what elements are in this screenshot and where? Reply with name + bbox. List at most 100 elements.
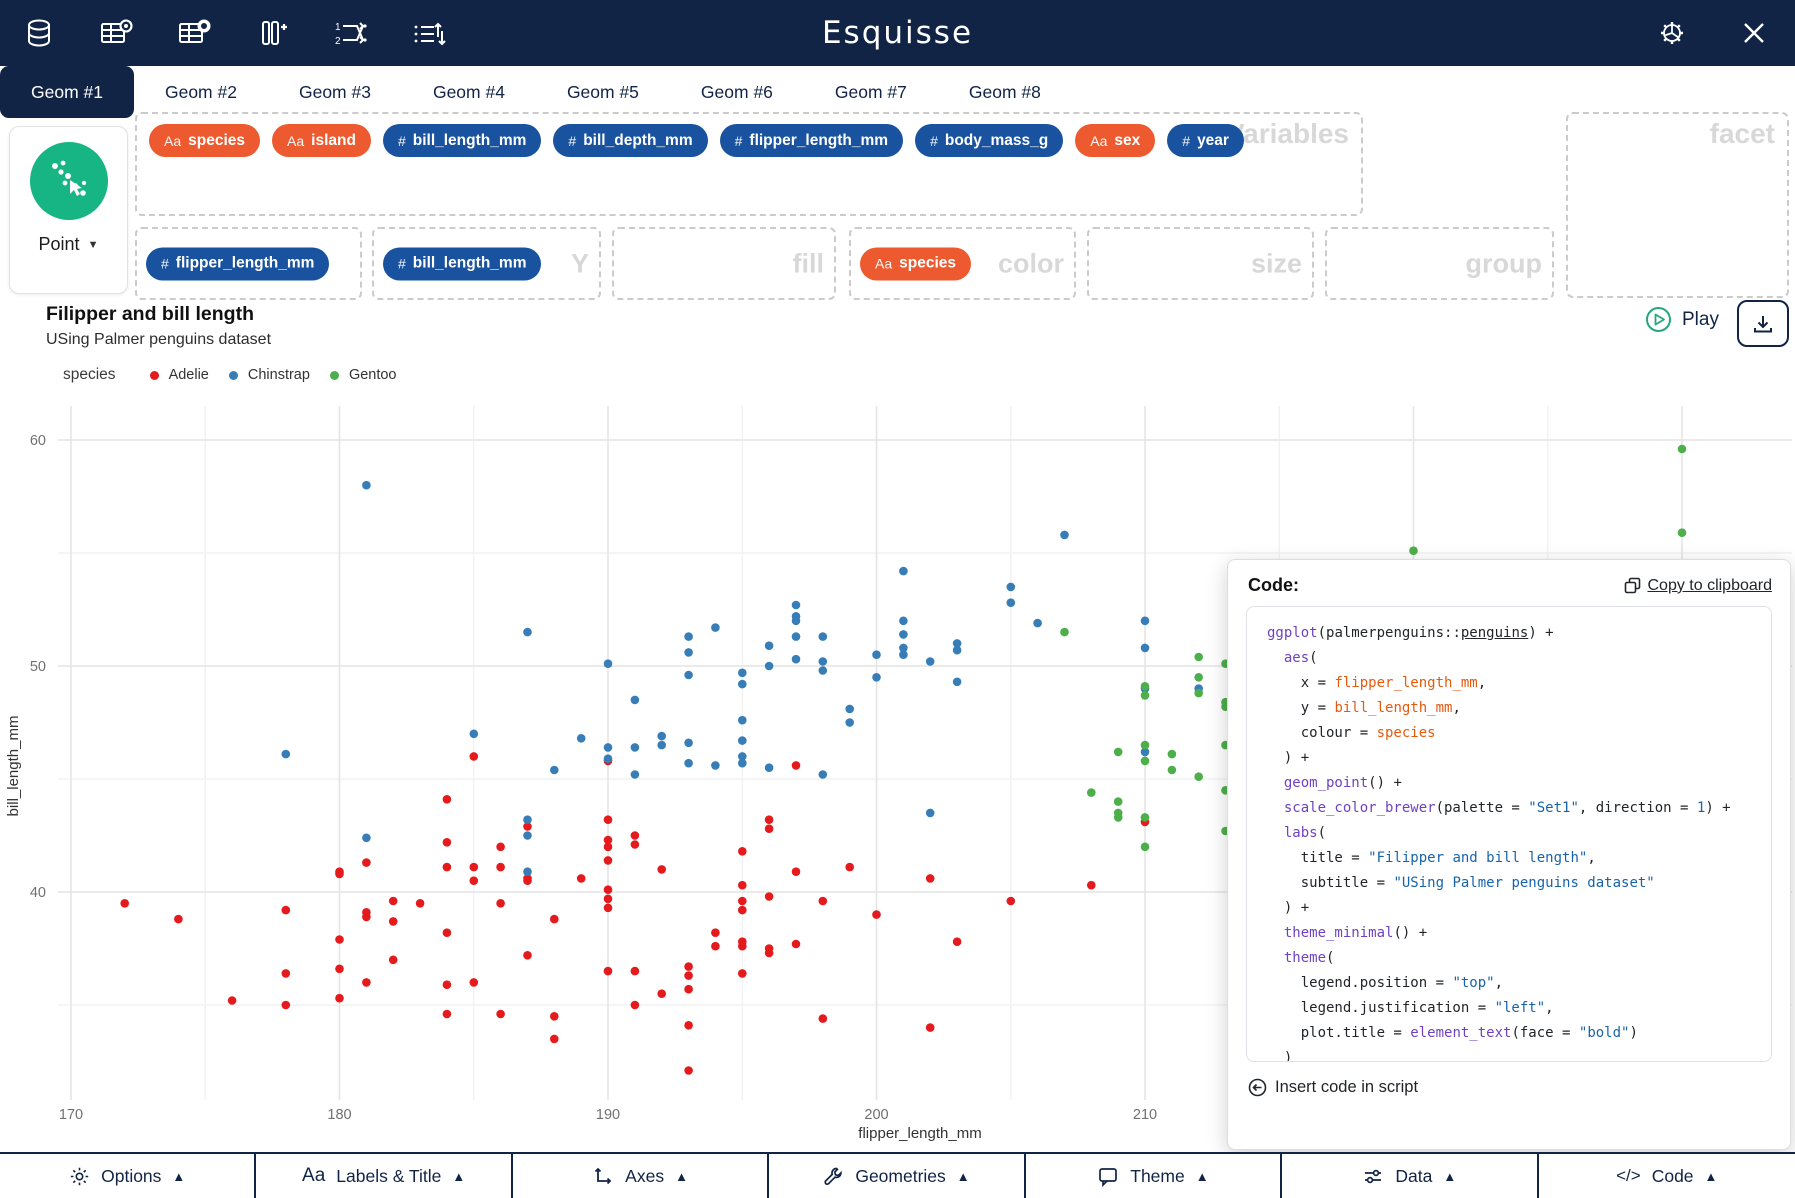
aes-drop-zone-xvar[interactable]: # flipper_length_mm — [135, 227, 362, 300]
bottom-bar-label: Data — [1395, 1165, 1433, 1186]
play-label: Play — [1682, 308, 1719, 330]
variable-pill-species[interactable]: Aa species — [149, 124, 261, 157]
pill-label: sex — [1114, 131, 1141, 149]
svg-text:190: 190 — [596, 1107, 620, 1123]
svg-text:2: 2 — [335, 36, 341, 47]
tab-geom-8[interactable]: Geom #8 — [968, 81, 1041, 102]
tab-geom-4[interactable]: Geom #4 — [432, 81, 505, 102]
tab-geom-6[interactable]: Geom #6 — [700, 81, 773, 102]
variable-pill-bill_depth_mm[interactable]: # bill_depth_mm — [553, 124, 708, 157]
aes-drop-zone-fill[interactable]: fill — [612, 227, 836, 300]
bottom-controls-bar: Options ▲ Aa Labels & Title ▲ Axes ▲ Geometries… — [0, 1152, 1795, 1198]
bottom-bar-axes-button[interactable]: Axes ▲ — [513, 1154, 770, 1198]
plot-subtitle: USing Palmer penguins dataset — [46, 331, 272, 348]
bottom-bar-data-button[interactable]: Data ▲ — [1282, 1154, 1539, 1198]
svg-text:200: 200 — [864, 1107, 888, 1123]
code-line: ) — [1267, 1050, 1293, 1062]
variable-pill-island[interactable]: Aa island — [272, 124, 371, 157]
variable-pill-flipper_length_mm[interactable]: # flipper_length_mm — [719, 124, 904, 157]
create-column-icon[interactable] — [254, 14, 292, 52]
legend-name: Gentoo — [348, 367, 397, 383]
variables-drop-zone[interactable]: Variables Aa species Aa island # bill_length_m… — [135, 112, 1363, 216]
view-data-icon[interactable] — [98, 14, 136, 52]
pill-label: bill_depth_mm — [583, 131, 693, 149]
code-line: theme( — [1283, 950, 1335, 966]
legend-dot — [228, 370, 238, 380]
code-line: legend.position = "top", — [1267, 975, 1504, 991]
sample-rows-icon[interactable]: 1 2 — [332, 14, 370, 52]
point-geom-icon — [29, 142, 108, 220]
database-icon[interactable] — [20, 14, 58, 52]
insert-code-button[interactable]: Insert code in script — [1248, 1078, 1790, 1097]
caret-up-icon: ▲ — [1443, 1168, 1457, 1184]
code-line: colour = species — [1267, 725, 1436, 741]
code-block: ggplot(palmerpenguins::penguins) + aes( … — [1246, 606, 1772, 1062]
pill-label: flipper_length_mm — [175, 254, 315, 272]
bottom-bar-geometries-button[interactable]: Geometries ▲ — [769, 1154, 1026, 1198]
code-line: x = flipper_length_mm, — [1267, 675, 1487, 691]
tab-geom-7[interactable]: Geom #7 — [834, 81, 907, 102]
numeric-type-icon: # — [568, 132, 577, 149]
svg-text:50: 50 — [30, 659, 46, 675]
aes-drop-zone-size[interactable]: size — [1087, 227, 1314, 300]
wrench-icon — [823, 1166, 844, 1187]
aes-pill-wrap: # flipper_length_mm — [146, 247, 330, 280]
variable-pill-sex[interactable]: Aa sex — [1075, 124, 1156, 157]
variable-pill-bill_length_mm[interactable]: # bill_length_mm — [383, 247, 542, 280]
plot-title: Filipper and bill length — [46, 303, 254, 325]
copy-to-clipboard-button[interactable]: Copy to clipboard — [1624, 577, 1772, 595]
bottom-bar-options-button[interactable]: Options ▲ — [0, 1154, 257, 1198]
download-plot-button[interactable] — [1737, 300, 1789, 347]
aes-pill-wrap: # bill_length_mm — [383, 247, 542, 280]
legend-name: Chinstrap — [247, 367, 310, 383]
bottom-bar-theme-button[interactable]: Theme ▲ — [1026, 1154, 1283, 1198]
variable-pill-species[interactable]: Aa species — [860, 247, 972, 280]
aes-drop-zone-color[interactable]: color Aa species — [849, 227, 1076, 300]
numeric-type-icon: # — [1182, 132, 1191, 149]
download-icon — [1754, 315, 1772, 332]
variable-pill-bill_length_mm[interactable]: # bill_length_mm — [382, 124, 542, 157]
sort-rows-icon[interactable] — [410, 14, 448, 52]
arrow-left-circle-icon — [1248, 1078, 1267, 1097]
code-line: theme_minimal() + — [1283, 925, 1428, 941]
bottom-bar-label: Axes — [625, 1165, 665, 1186]
variables-ghost-label: Variables — [1226, 118, 1349, 149]
caret-up-icon: ▲ — [675, 1168, 688, 1184]
geom-dropdown[interactable]: Point ▼ — [39, 234, 99, 255]
bottom-bar-label: Options — [101, 1165, 162, 1186]
aes-pill-wrap: Aa species — [860, 247, 972, 280]
tab-geom-1[interactable]: Geom #1 — [0, 66, 134, 118]
aa-icon: Aa — [302, 1165, 326, 1186]
legend-title: species — [63, 366, 116, 383]
aes-drop-zone-yvar[interactable]: Y # bill_length_mm — [372, 227, 601, 300]
svg-text:210: 210 — [1133, 1107, 1157, 1123]
aes-drop-zone-group[interactable]: group — [1325, 227, 1554, 300]
bottom-bar-labels-title-button[interactable]: Aa Labels & Title ▲ — [256, 1154, 513, 1198]
tab-geom-5[interactable]: Geom #5 — [566, 81, 639, 102]
bottom-bar-code-button[interactable]: </> Code ▲ — [1539, 1154, 1795, 1198]
theme-icon — [1097, 1166, 1119, 1187]
copy-icon — [1625, 577, 1641, 594]
variable-pill-flipper_length_mm[interactable]: # flipper_length_mm — [146, 247, 330, 280]
facet-drop-zone[interactable]: facet — [1566, 112, 1789, 298]
tab-geom-3[interactable]: Geom #3 — [298, 81, 371, 102]
svg-text:bill_length_mm: bill_length_mm — [5, 716, 22, 817]
close-icon[interactable] — [1735, 14, 1773, 52]
settings-gear-icon[interactable] — [1653, 14, 1691, 52]
numeric-type-icon: # — [930, 132, 938, 149]
discrete-type-icon: Aa — [875, 255, 893, 272]
pill-label: bill_length_mm — [412, 254, 527, 272]
update-variables-icon[interactable] — [176, 14, 214, 52]
code-line: subtitle = "USing Palmer penguins datase… — [1267, 875, 1655, 891]
pill-label: year — [1197, 131, 1229, 149]
geom-tabs: Geom #1 Geom #2 Geom #3 Geom #4 Geom #5 Geom … — [0, 66, 1795, 118]
variable-pill-year[interactable]: # year — [1167, 124, 1244, 157]
gear-icon — [69, 1166, 90, 1187]
play-button[interactable]: Play — [1645, 306, 1719, 333]
variable-pill-body_mass_g[interactable]: # body_mass_g — [915, 124, 1064, 157]
tab-geom-2[interactable]: Geom #2 — [164, 81, 237, 102]
top-navbar: 1 2 Esquisse — [0, 0, 1795, 66]
code-line: title = "Filipper and bill length", — [1267, 850, 1596, 866]
aes-ghost-label-size: size — [1250, 248, 1302, 278]
chevron-down-icon: ▼ — [87, 238, 99, 251]
